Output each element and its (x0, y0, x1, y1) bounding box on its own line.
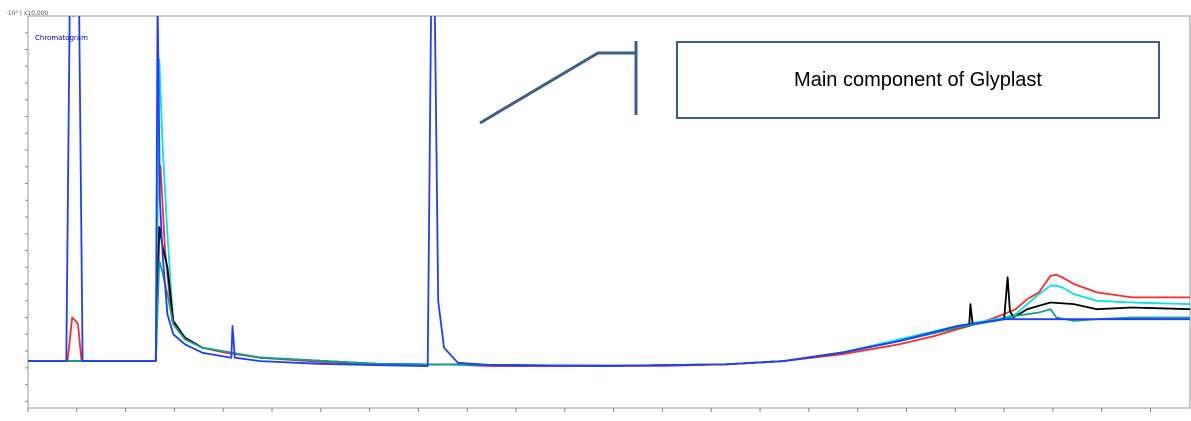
annotation-text: Main component of Glyplast (794, 68, 1042, 91)
axis-ticks (25, 32, 1151, 412)
callout-pointer (479, 41, 638, 125)
annotation-callout: Main component of Glyplast (676, 41, 1160, 119)
series-line-1 (28, 159, 1190, 367)
series-line-3 (28, 226, 1190, 367)
series-line-5 (28, 16, 1190, 367)
callout-leader-line (479, 51, 636, 125)
chart-header-text: ·10⁵ | x10,000 (6, 10, 49, 17)
legend-label: Chromatogram (35, 34, 88, 42)
plot-border (27, 15, 1191, 409)
plot-frame (27, 15, 1191, 409)
series-group (28, 16, 1190, 367)
